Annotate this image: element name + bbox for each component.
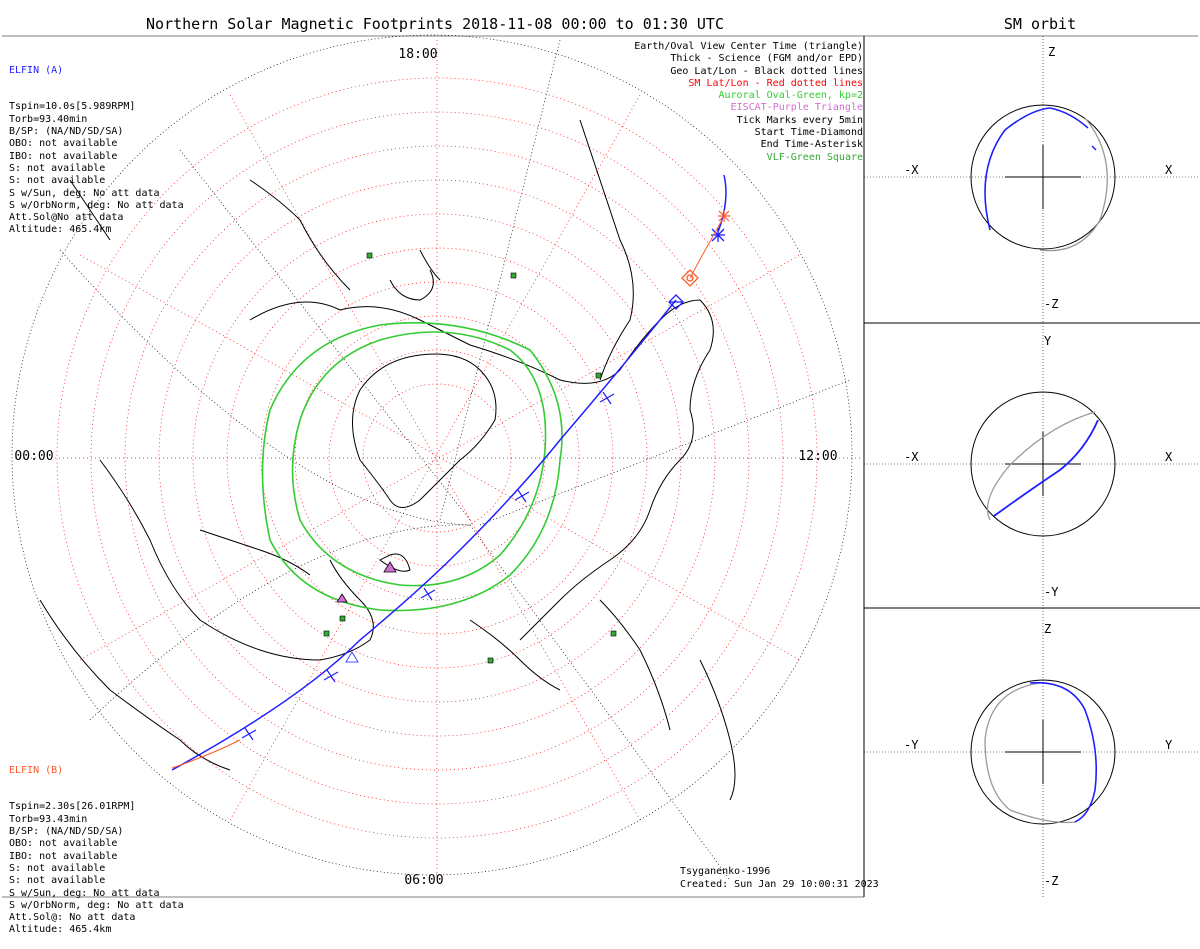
elfin-b-info: ELFIN (B) Tspin=2.30s[26.01RPM] Torb=93.4… [9, 740, 184, 949]
model-label: Tsyganenko-1996 [680, 866, 770, 877]
legend-item: VLF-Green Square [766, 151, 863, 163]
elfin_a-line: Torb=93.40min [9, 113, 88, 125]
legend-item: Auroral Oval-Green, kp=2 [718, 90, 864, 102]
elfin_b-line: S: not available [9, 875, 106, 887]
orbit-panel-xy [864, 323, 1200, 608]
orbit-3-bottom: -Z [1044, 874, 1058, 888]
orbit-panel-xz [864, 36, 1200, 323]
created-label: Created: Sun Jan 29 10:00:31 2023 [680, 879, 879, 890]
auroral-oval [261, 321, 563, 612]
map-legend: Earth/Oval View Center Time (triangle) Th… [634, 41, 863, 164]
vlf-squares [323, 252, 617, 664]
hour-label-top: 18:00 [398, 47, 437, 62]
elfin-b-name: ELFIN (B) [9, 764, 64, 776]
elfin_a-line: OBO: not available [9, 138, 118, 150]
elfin_a-line: S w/OrbNorm, deg: No att data [9, 199, 184, 211]
orbit-3-top: Z [1044, 622, 1051, 636]
hour-label-right: 12:00 [798, 449, 837, 464]
elfin-a-ticks [241, 391, 615, 741]
elfin_b-line: Altitude: 465.4km [9, 924, 112, 936]
legend-item: End Time-Asterisk [760, 139, 863, 151]
orbit-1-top: Z [1048, 45, 1055, 59]
legend-item: Tick Marks every 5min [736, 114, 863, 126]
elfin_a-line: S: not available [9, 175, 106, 187]
elfin_b-line: S: not available [9, 862, 106, 874]
orbit-3-right: Y [1165, 738, 1173, 752]
coastlines [39, 119, 736, 801]
orbit-panel-yz [864, 608, 1200, 897]
hour-label-left: 00:00 [14, 449, 53, 464]
elfin_b-line: Tspin=2.30s[26.01RPM] [9, 801, 136, 813]
geo-grid [11, 34, 853, 881]
legend-item: Geo Lat/Lon - Black dotted lines [670, 65, 863, 77]
elfin_b-line: IBO: not available [9, 850, 118, 862]
elfin_a-line: S: not available [9, 162, 106, 174]
orbit-1-right: X [1165, 163, 1173, 177]
elfin-a-name: ELFIN (A) [9, 64, 64, 76]
elfin_b-line: S w/OrbNorm, deg: No att data [9, 899, 184, 911]
elfin_a-line: Att.Sol@No att data [9, 212, 124, 224]
elfin-a-start-diamond [668, 294, 684, 310]
elfin_a-line: Altitude: 465.4km [9, 224, 112, 236]
legend-item: EISCAT-Purple Triangle [730, 102, 863, 114]
orbit-title: SM orbit [1004, 15, 1076, 33]
orbit-2-right: X [1165, 450, 1173, 464]
map-title: Northern Solar Magnetic Footprints 2018-… [146, 15, 724, 33]
elfin_b-line: S w/Sun, deg: No att data [9, 887, 160, 899]
sm-grid [15, 40, 860, 878]
elfin_b-line: B/SP: (NA/ND/SD/SA) [9, 826, 124, 838]
legend-item: Earth/Oval View Center Time (triangle) [634, 41, 863, 52]
elfin-b-start-diamond [681, 269, 699, 287]
elfin-b-track [171, 219, 723, 769]
elfin_a-line: B/SP: (NA/ND/SD/SA) [9, 126, 124, 138]
orbit-2-bottom: -Y [1044, 585, 1059, 599]
elfin_a-line: Tspin=10.0s[5.989RPM] [9, 101, 136, 113]
elfin-a-info: ELFIN (A) Tspin=10.0s[5.989RPM] Torb=93.4… [9, 40, 184, 249]
orbit-1-left: -X [904, 163, 919, 177]
elfin_b-line: OBO: not available [9, 838, 118, 850]
orbit-1-bottom: -Z [1044, 297, 1058, 311]
footprint-map: Northern Solar Magnetic Footprints 2018-… [2, 15, 1200, 898]
legend-item: Start Time-Diamond [754, 127, 863, 139]
elfin-a-track [171, 174, 727, 771]
elfin_b-line: Att.Sol@: No att data [9, 912, 136, 924]
orbit-3-left: -Y [904, 738, 919, 752]
orbit-2-left: -X [904, 450, 919, 464]
eiscat-triangles [336, 561, 397, 663]
elfin_a-line: IBO: not available [9, 150, 118, 162]
legend-item: Thick - Science (FGM and/or EPD) [670, 53, 863, 65]
legend-item: SM Lat/Lon - Red dotted lines [688, 77, 863, 89]
elfin_a-line: S w/Sun, deg: No att data [9, 187, 160, 199]
elfin-b-end-asterisk [718, 210, 730, 222]
elfin_b-line: Torb=93.43min [9, 813, 88, 825]
elfin-a-lines: Tspin=10.0s[5.989RPM] Torb=93.40min B/SP: … [9, 101, 184, 236]
elfin-b-lines: Tspin=2.30s[26.01RPM] Torb=93.43min B/SP: … [9, 801, 184, 936]
orbit-2-top: Y [1044, 334, 1052, 348]
hour-label-bottom: 06:00 [404, 873, 443, 888]
